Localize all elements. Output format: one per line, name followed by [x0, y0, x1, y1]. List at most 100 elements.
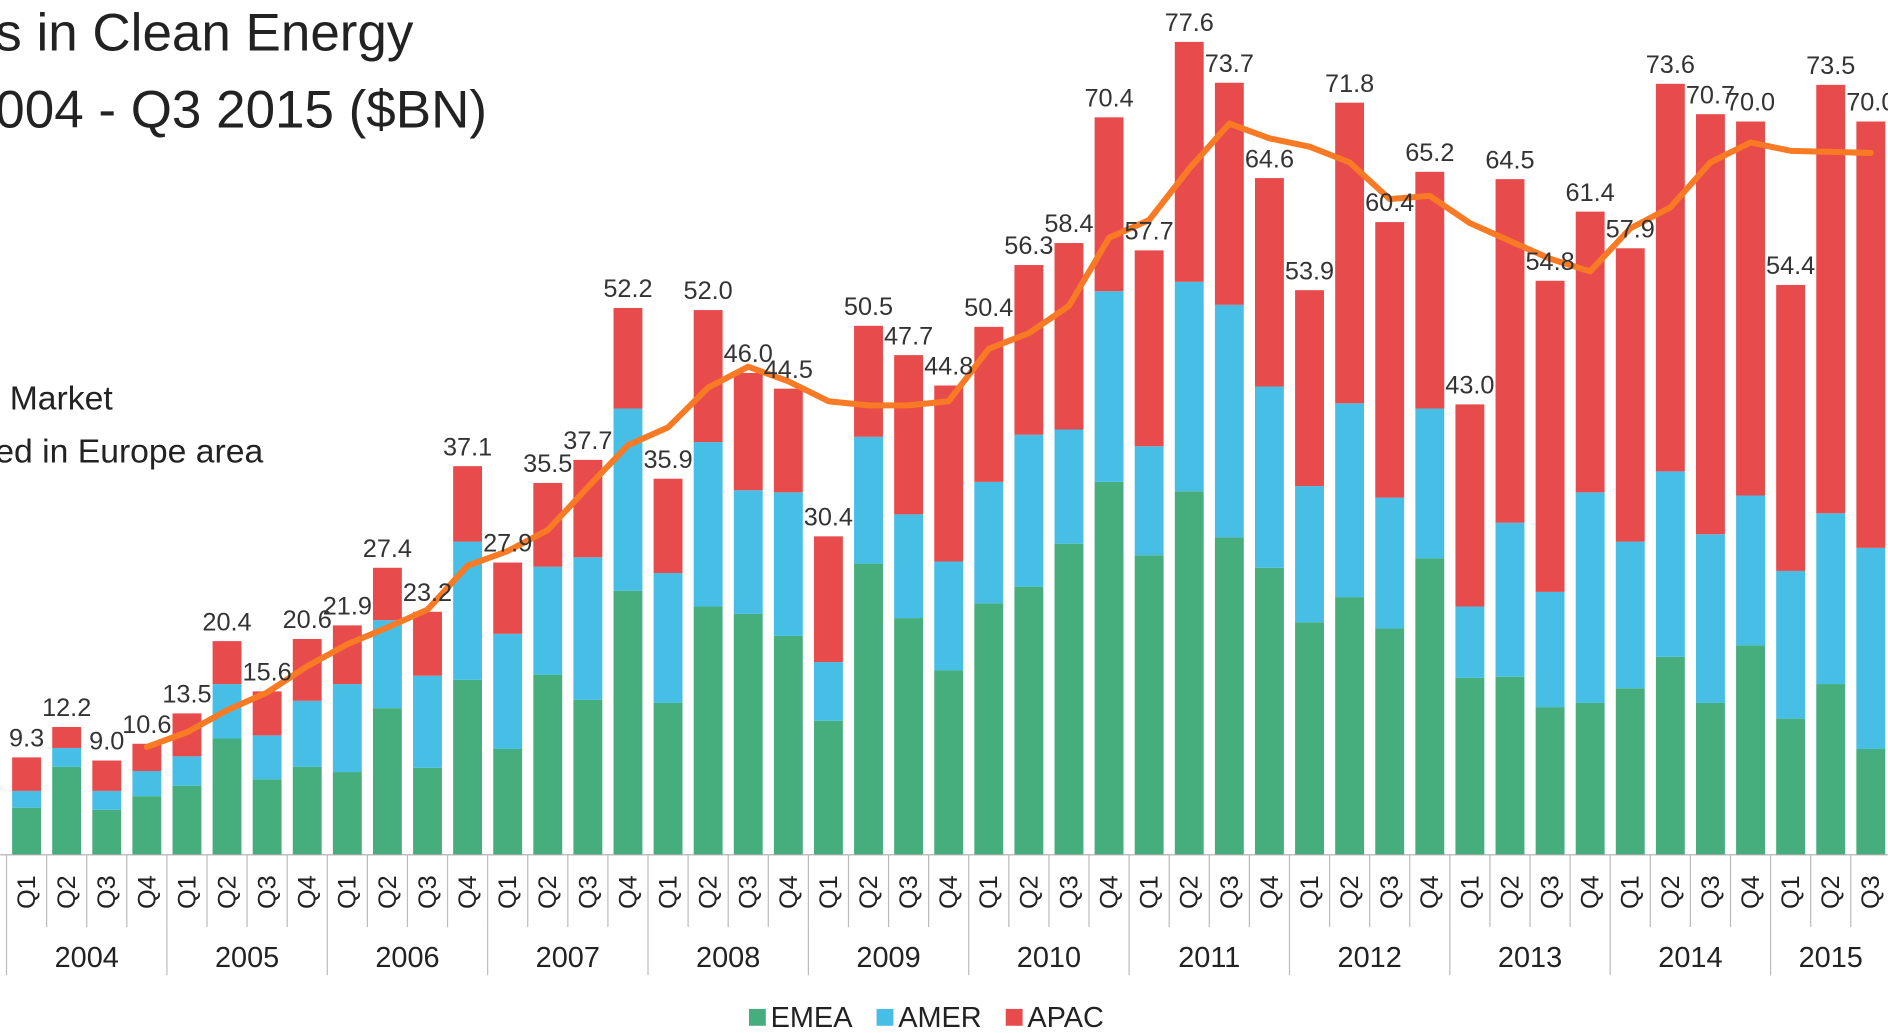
data-label: 10.6 — [122, 711, 171, 739]
bar-segment — [12, 790, 42, 808]
data-label: 73.7 — [1205, 50, 1254, 78]
x-tick-label: Q2 — [695, 875, 723, 909]
bar-segment — [533, 482, 563, 567]
bar-segment — [52, 766, 82, 855]
bar-segment — [1455, 404, 1485, 607]
bar-segment — [1575, 492, 1605, 703]
year-label: 2014 — [1658, 942, 1722, 974]
x-tick-label: Q4 — [935, 875, 963, 909]
bar-segment — [1054, 429, 1084, 544]
bar-segment — [733, 372, 763, 491]
data-label: 70.7 — [1686, 81, 1735, 109]
bar-segment — [1335, 102, 1365, 404]
data-label: 20.6 — [283, 606, 332, 634]
bar-segment — [1295, 622, 1324, 855]
bar-segment — [1615, 541, 1645, 689]
bar-segment — [332, 625, 362, 685]
bar-segment — [1335, 597, 1365, 855]
bar-segment — [292, 766, 322, 855]
year-label: 2009 — [856, 942, 920, 974]
year-label: 2015 — [1799, 942, 1863, 974]
x-tick-label: Q3 — [414, 875, 442, 909]
x-tick-label: Q4 — [1416, 875, 1444, 909]
bar-segment — [813, 662, 843, 721]
bar-segment — [1495, 179, 1525, 523]
bar-segment — [1575, 211, 1605, 493]
bar-segment — [1655, 656, 1685, 855]
bar-segment — [653, 478, 683, 574]
bar-segment — [934, 670, 964, 855]
x-tick-label: Q4 — [133, 875, 161, 909]
bar-segment — [533, 566, 563, 675]
legend-label: AMER — [898, 1002, 981, 1033]
bar-segment — [1655, 83, 1685, 472]
bar-segment — [894, 618, 924, 855]
legend-swatch — [1005, 1008, 1023, 1026]
data-label: 35.9 — [643, 446, 692, 474]
bar-segment — [1134, 446, 1164, 556]
bar-segment — [92, 809, 122, 855]
x-tick-label: Q4 — [775, 875, 803, 909]
bar-segment — [332, 772, 362, 855]
bar-segment — [1415, 558, 1445, 855]
year-label: 2010 — [1017, 942, 1081, 974]
x-tick-label: Q2 — [1015, 875, 1043, 909]
bar-segment — [653, 573, 683, 703]
bar-segment — [693, 310, 723, 443]
bar-segment — [773, 635, 803, 855]
x-tick-label: Q2 — [534, 875, 562, 909]
bar-segment — [1014, 434, 1044, 587]
bar-segment — [613, 590, 643, 855]
bar-segment — [12, 807, 42, 855]
data-label: 35.5 — [523, 450, 572, 478]
x-tick-label: Q4 — [614, 875, 642, 909]
data-label: 65.2 — [1405, 139, 1454, 167]
data-label: 13.5 — [162, 681, 211, 709]
bar-segment — [252, 735, 282, 780]
bar-segment — [1014, 586, 1044, 855]
bar-segment — [573, 557, 603, 700]
chart-title: 004 - Q3 2015 ($BN) — [0, 81, 487, 140]
chart-title: s in Clean Energy — [0, 4, 414, 63]
bar-segment — [92, 790, 122, 810]
bar-segment — [453, 466, 483, 542]
moving-average-line — [143, 120, 1874, 750]
year-label: 2012 — [1338, 942, 1402, 974]
data-label: 77.6 — [1165, 9, 1214, 37]
bar-segment — [1134, 250, 1164, 447]
data-label: 37.7 — [563, 427, 612, 455]
data-label: 73.6 — [1646, 51, 1695, 79]
x-tick-label: Q3 — [1537, 875, 1565, 909]
bar-segment — [653, 702, 683, 855]
bar-segment — [132, 771, 162, 797]
annotation: Market — [10, 379, 114, 417]
data-label: 54.4 — [1766, 252, 1815, 280]
data-label: 70.0 — [1846, 89, 1888, 117]
bar-segment — [1695, 534, 1725, 703]
bar-segment — [1776, 718, 1806, 855]
bar-segment — [773, 492, 803, 636]
data-label: 52.2 — [603, 275, 652, 303]
bar-segment — [252, 779, 282, 855]
data-label: 64.6 — [1245, 145, 1294, 173]
bar-segment — [52, 727, 82, 748]
bar-segment — [52, 747, 82, 767]
bar-segment — [1054, 543, 1084, 855]
bar-segment — [773, 388, 803, 493]
x-tick-label: Q3 — [735, 875, 763, 909]
data-label: 44.8 — [924, 353, 973, 381]
bar-segment — [693, 606, 723, 855]
bar-segment — [332, 684, 362, 773]
annotation: ed in Europe area — [0, 432, 263, 470]
data-label: 57.7 — [1125, 218, 1174, 246]
x-tick-label: Q3 — [1857, 875, 1885, 909]
bar-segment — [854, 563, 883, 855]
x-tick-label: Q2 — [213, 875, 241, 909]
bar-segment — [1054, 243, 1084, 430]
x-tick-label: Q3 — [1216, 875, 1244, 909]
bar-segment — [1214, 537, 1244, 855]
bar-segment — [1254, 178, 1284, 387]
bar-segment — [1254, 567, 1284, 855]
bar-segment — [172, 756, 202, 786]
